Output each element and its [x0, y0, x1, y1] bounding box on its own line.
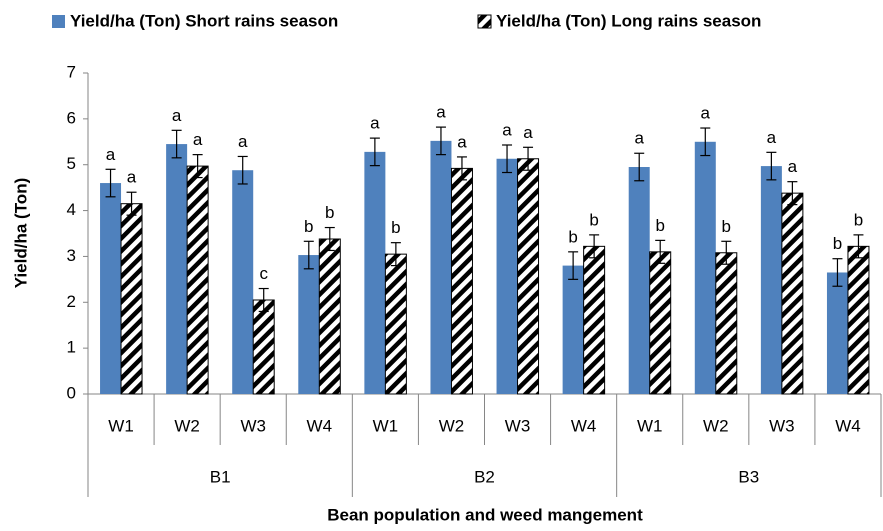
group-label: B3	[738, 467, 759, 486]
y-tick-label: 2	[67, 292, 76, 311]
significance-letter: b	[325, 203, 334, 222]
significance-letter: a	[106, 145, 116, 164]
significance-letter: a	[238, 132, 248, 151]
bar	[826, 272, 848, 394]
bar	[649, 251, 672, 395]
significance-letter: a	[523, 123, 533, 142]
bar	[781, 192, 804, 395]
significance-letter: a	[193, 130, 203, 149]
bar	[120, 203, 143, 395]
bar	[166, 144, 188, 394]
significance-letter: b	[589, 210, 598, 229]
y-tick-label: 7	[67, 62, 76, 81]
bar	[562, 265, 584, 394]
significance-letter: a	[788, 157, 798, 176]
bar	[318, 238, 341, 395]
y-tick-label: 3	[67, 246, 76, 265]
x-tick-label: W2	[703, 416, 729, 435]
bar	[364, 151, 386, 394]
bar	[384, 253, 407, 395]
significance-letter: a	[767, 128, 777, 147]
x-tick-label: W3	[769, 416, 795, 435]
bar	[760, 166, 782, 394]
significance-letter: a	[172, 106, 182, 125]
significance-letter: a	[436, 103, 446, 122]
y-tick-label: 6	[67, 108, 76, 127]
significance-letter: b	[833, 234, 842, 253]
significance-letter: b	[568, 227, 577, 246]
x-tick-label: W2	[439, 416, 465, 435]
bar	[715, 252, 738, 395]
x-tick-label: W3	[240, 416, 266, 435]
bar	[186, 165, 209, 395]
y-axis-title: Yield/ha (Ton)	[11, 178, 30, 289]
x-tick-label: W4	[571, 416, 597, 435]
x-tick-label: W1	[373, 416, 399, 435]
significance-letter: b	[304, 217, 313, 236]
x-axis-title: Bean population and weed mangement	[327, 505, 643, 524]
significance-letter: b	[722, 217, 731, 236]
bar	[430, 140, 452, 394]
y-tick-label: 5	[67, 154, 76, 173]
bar	[496, 158, 518, 394]
significance-letter: c	[259, 264, 268, 283]
legend-swatch	[52, 15, 65, 28]
group-label: B1	[210, 467, 231, 486]
y-tick-label: 0	[67, 383, 76, 402]
significance-letter: a	[457, 132, 467, 151]
bar	[583, 245, 606, 395]
legend-label: Yield/ha (Ton) Long rains season	[496, 11, 761, 30]
bar	[694, 141, 716, 394]
y-tick-label: 1	[67, 338, 76, 357]
x-tick-label: W1	[637, 416, 663, 435]
significance-letter: a	[502, 120, 512, 139]
legend-label: Yield/ha (Ton) Short rains season	[70, 11, 338, 30]
significance-letter: b	[655, 216, 664, 235]
x-tick-label: W4	[307, 416, 333, 435]
bar	[450, 167, 473, 395]
bar	[847, 245, 870, 395]
y-tick-label: 4	[67, 200, 76, 219]
bar	[252, 299, 275, 395]
significance-letter: b	[391, 218, 400, 237]
bar	[298, 255, 320, 394]
x-tick-label: W1	[108, 416, 134, 435]
bar	[628, 167, 650, 394]
x-tick-label: W4	[835, 416, 861, 435]
bar	[517, 158, 540, 395]
bar	[100, 183, 122, 394]
x-tick-label: W2	[174, 416, 200, 435]
legend-swatch	[477, 14, 492, 29]
group-label: B2	[474, 467, 495, 486]
significance-letter: a	[701, 104, 711, 123]
x-tick-label: W3	[505, 416, 531, 435]
significance-letter: b	[854, 210, 863, 229]
significance-letter: a	[634, 129, 644, 148]
significance-letter: a	[127, 168, 137, 187]
bar	[232, 170, 254, 394]
significance-letter: a	[370, 114, 380, 133]
